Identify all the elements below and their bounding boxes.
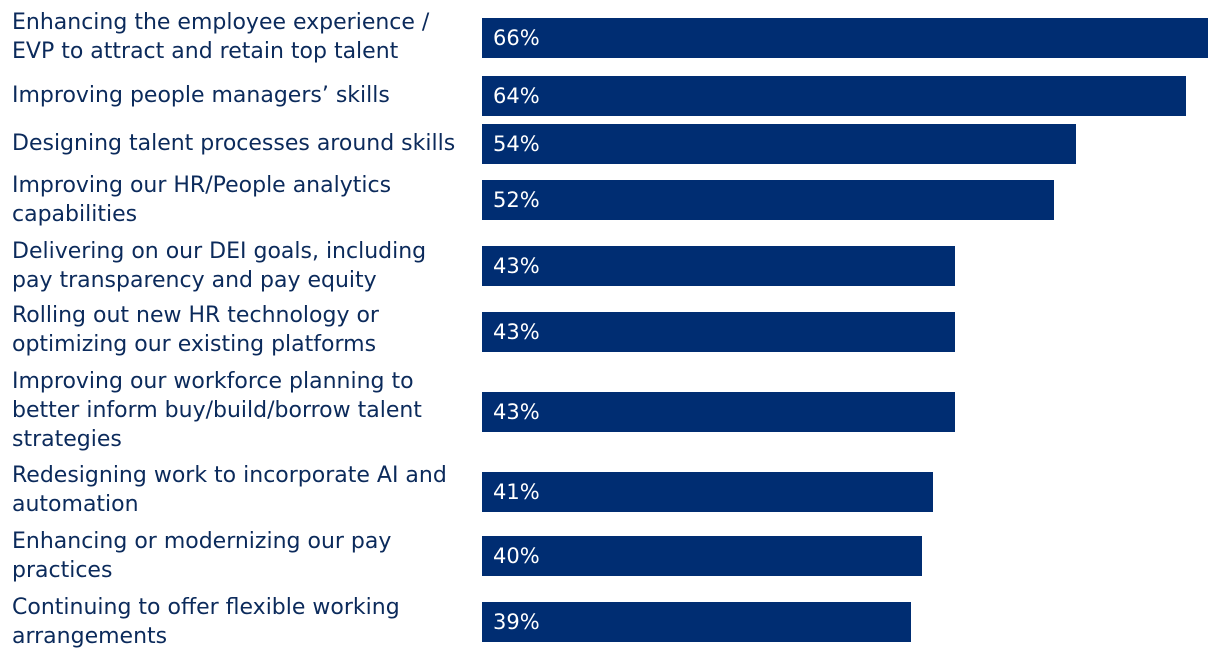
- bar: 40%: [482, 536, 922, 576]
- bar: 41%: [482, 472, 933, 512]
- category-label: Improving people managers’ skills: [12, 83, 390, 108]
- bar-value-label: 66%: [493, 26, 540, 50]
- bar: 66%: [482, 18, 1208, 58]
- category-label: Delivering on our DEI goals, including p…: [12, 239, 427, 293]
- bar-value-label: 39%: [493, 610, 540, 634]
- bar-value-label: 41%: [493, 480, 540, 504]
- bar: 64%: [482, 76, 1186, 116]
- bar-value-label: 52%: [493, 188, 540, 212]
- bar-value-label: 64%: [493, 84, 540, 108]
- bar-value-label: 40%: [493, 544, 540, 568]
- category-label: Improving our HR/People analytics capabi…: [12, 173, 392, 227]
- bar: 39%: [482, 602, 911, 642]
- bar-value-label: 43%: [493, 400, 540, 424]
- category-label: Improving our workforce planning to bett…: [12, 369, 422, 452]
- category-label: Enhancing or modernizing our pay practic…: [12, 529, 392, 583]
- bar: 54%: [482, 124, 1076, 164]
- bar: 43%: [482, 312, 955, 352]
- category-label: Enhancing the employee experience / EVP …: [12, 10, 430, 64]
- category-label: Designing talent processes around skills: [12, 131, 456, 156]
- category-label: Continuing to offer flexible working arr…: [12, 595, 400, 649]
- bar-value-label: 54%: [493, 132, 540, 156]
- category-label: Rolling out new HR technology or optimiz…: [12, 303, 379, 357]
- bar-value-label: 43%: [493, 320, 540, 344]
- category-label: Redesigning work to incorporate AI and a…: [12, 463, 447, 517]
- bar-value-label: 43%: [493, 254, 540, 278]
- bar: 43%: [482, 246, 955, 286]
- bar: 43%: [482, 392, 955, 432]
- bar: 52%: [482, 180, 1054, 220]
